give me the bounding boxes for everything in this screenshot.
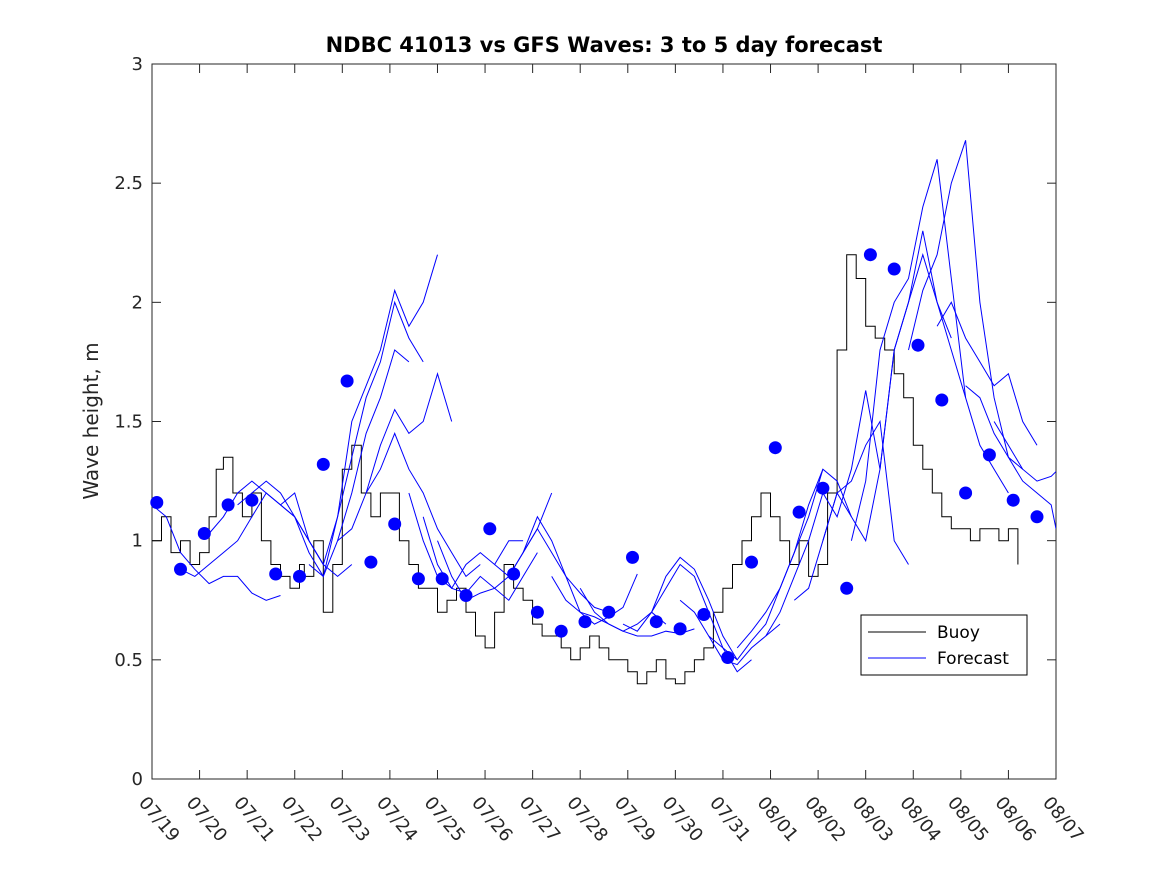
forecast-point: [768, 441, 782, 455]
forecast-point: [530, 605, 544, 619]
forecast-point: [293, 569, 306, 583]
forecast-point: [269, 567, 283, 581]
chart-title: NDBC 41013 vs GFS Waves: 3 to 5 day fore…: [326, 33, 883, 57]
forecast-point: [459, 589, 473, 602]
forecast-point: [626, 550, 639, 564]
forecast-line: [793, 419, 909, 601]
forecast-point: [745, 555, 758, 569]
y-tick-label: 0.5: [114, 650, 143, 671]
forecast-point: [174, 562, 187, 576]
forecast-line: [965, 385, 1056, 529]
forecast-point: [840, 581, 854, 595]
forecast-point: [411, 572, 425, 586]
forecast-point: [792, 505, 806, 519]
y-tick-label: 2: [132, 292, 143, 313]
legend: Buoy Forecast: [860, 614, 1028, 676]
forecast-point: [697, 608, 711, 621]
forecast-line: [651, 563, 752, 673]
forecast-point: [578, 615, 592, 629]
forecast-line: [993, 421, 1056, 482]
forecast-point: [150, 496, 164, 509]
forecast-point: [197, 527, 211, 540]
forecast-line: [850, 159, 967, 541]
forecast-point: [507, 567, 521, 581]
forecast-point: [1030, 510, 1044, 524]
forecast-point: [245, 493, 259, 507]
forecast-point: [435, 572, 449, 586]
y-tick-label: 3: [132, 54, 143, 75]
legend-frame: [860, 614, 1028, 676]
forecast-point: [221, 498, 235, 512]
forecast-point: [316, 457, 330, 471]
forecast-point: [673, 622, 687, 636]
forecast-line: [308, 349, 410, 578]
forecast-line: [936, 301, 1038, 446]
forecast-point: [982, 448, 996, 462]
forecast-point: [1006, 493, 1020, 507]
buoy-line: [152, 254, 1019, 685]
forecast-line: [152, 504, 281, 601]
forecast-point: [649, 615, 663, 629]
y-tick-label: 1.5: [114, 412, 143, 433]
forecast-line: [408, 492, 524, 590]
forecast-point: [911, 338, 925, 352]
y-tick-label: 1: [132, 531, 143, 552]
forecast-point: [340, 374, 354, 388]
legend-buoy-label: Buoy: [937, 623, 980, 643]
forecast-point: [602, 605, 616, 619]
forecast-point: [959, 486, 973, 500]
y-tick-label: 0: [132, 769, 143, 790]
forecast-point: [388, 517, 402, 531]
forecast-line: [622, 556, 738, 661]
forecast-line: [365, 432, 481, 578]
forecast-point: [483, 522, 497, 536]
forecast-point: [364, 555, 378, 569]
forecast-line: [294, 300, 424, 578]
forecast-line: [736, 468, 852, 649]
legend-forecast-label: Forecast: [937, 649, 1009, 669]
forecast-point: [887, 262, 901, 276]
forecast-line: [337, 372, 453, 542]
forecast-point: [721, 651, 735, 664]
forecast-point: [935, 393, 949, 407]
forecast-point: [816, 481, 830, 495]
y-tick-label: 2.5: [114, 173, 143, 194]
forecast-point: [554, 624, 568, 638]
forecast-line: [280, 254, 438, 566]
forecast-point: [863, 248, 877, 262]
y-axis-label: Wave height, m: [79, 342, 103, 499]
